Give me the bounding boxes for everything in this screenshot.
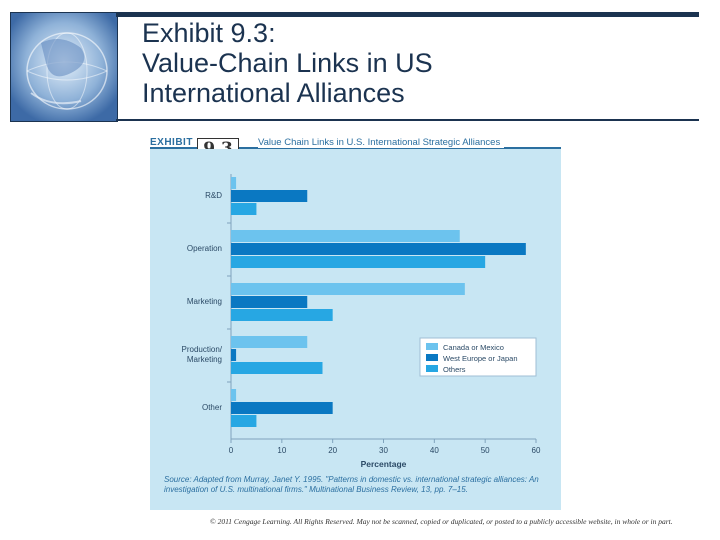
title-top-bar bbox=[116, 12, 699, 17]
legend-label: Others bbox=[443, 365, 466, 374]
category-label: Marketing bbox=[187, 355, 222, 364]
category-label: R&D bbox=[205, 191, 222, 200]
exhibit-figure: EXHIBIT 9.3 Value Chain Links in U.S. In… bbox=[150, 135, 561, 510]
legend-swatch bbox=[426, 343, 438, 350]
category-label: Marketing bbox=[187, 297, 222, 306]
title-line-1: Exhibit 9.3: bbox=[142, 18, 276, 48]
bar bbox=[231, 389, 237, 401]
globe-image bbox=[10, 12, 118, 122]
slide-title: Exhibit 9.3: Value-Chain Links in US Int… bbox=[142, 18, 433, 108]
chart-panel bbox=[150, 149, 561, 510]
bar bbox=[231, 309, 333, 321]
x-tick-label: 40 bbox=[430, 446, 439, 455]
bar bbox=[231, 177, 237, 189]
bar bbox=[231, 190, 308, 202]
category-label: Other bbox=[202, 403, 222, 412]
bar bbox=[231, 415, 257, 427]
legend-label: West Europe or Japan bbox=[443, 354, 518, 363]
bar-chart: R&DOperationMarketingProduction/Marketin… bbox=[182, 174, 541, 469]
bar bbox=[231, 203, 257, 215]
exhibit-rule bbox=[150, 147, 561, 149]
x-tick-label: 30 bbox=[379, 446, 388, 455]
category-label: Production/ bbox=[182, 345, 223, 354]
bar bbox=[231, 283, 465, 295]
bar bbox=[231, 230, 460, 242]
category-label: Operation bbox=[187, 244, 222, 253]
x-tick-label: 60 bbox=[532, 446, 541, 455]
bar bbox=[231, 243, 526, 255]
bar bbox=[231, 336, 308, 348]
title-line-3: International Alliances bbox=[142, 78, 405, 108]
copyright-notice: © 2011 Cengage Learning. All Rights Rese… bbox=[210, 517, 673, 526]
x-tick-label: 0 bbox=[229, 446, 234, 455]
bar bbox=[231, 362, 323, 374]
x-tick-label: 20 bbox=[328, 446, 337, 455]
title-line-2: Value-Chain Links in US bbox=[142, 48, 433, 78]
bar bbox=[231, 349, 237, 361]
bar bbox=[231, 296, 308, 308]
exhibit-label: EXHIBIT bbox=[150, 137, 193, 148]
x-tick-label: 50 bbox=[481, 446, 490, 455]
x-tick-label: 10 bbox=[277, 446, 286, 455]
legend-swatch bbox=[426, 365, 438, 372]
title-underline bbox=[116, 119, 699, 121]
legend-box bbox=[419, 337, 537, 377]
bar bbox=[231, 402, 333, 414]
source-note: Source: Adapted from Murray, Janet Y. 19… bbox=[164, 475, 539, 494]
bar bbox=[231, 256, 486, 268]
legend-swatch bbox=[426, 354, 438, 361]
x-axis-label: Percentage bbox=[361, 459, 407, 469]
exhibit-title: Value Chain Links in U.S. International … bbox=[258, 137, 505, 148]
legend-label: Canada or Mexico bbox=[443, 343, 504, 352]
